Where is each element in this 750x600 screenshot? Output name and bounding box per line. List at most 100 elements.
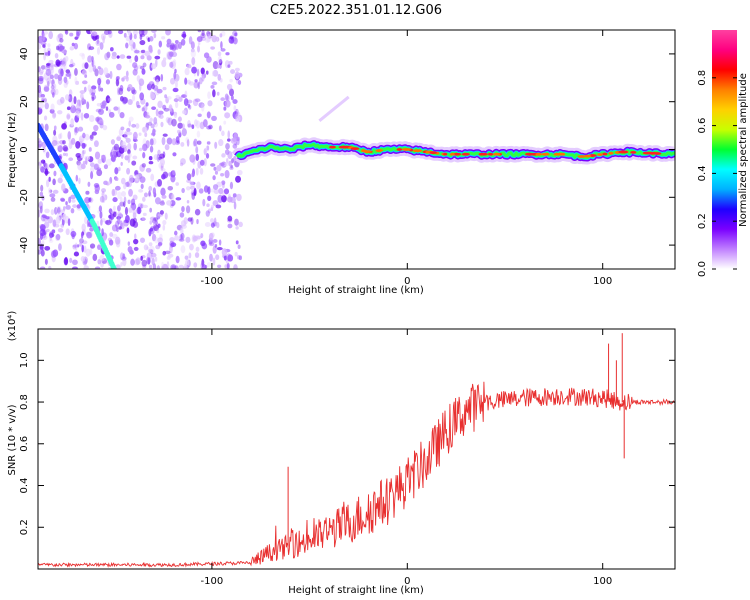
noise-speck: [151, 106, 157, 110]
noise-speck: [76, 31, 80, 39]
noise-speck: [150, 137, 157, 146]
noise-speck: [120, 220, 123, 228]
noise-speck: [93, 163, 99, 171]
noise-speck: [174, 230, 178, 236]
noise-speck: [87, 55, 93, 63]
noise-speck: [153, 154, 159, 161]
noise-speck: [196, 219, 199, 225]
noise-speck: [81, 69, 87, 76]
noise-speck: [194, 252, 200, 258]
noise-speck: [91, 60, 95, 68]
noise-speck: [186, 64, 192, 69]
noise-speck: [174, 43, 180, 50]
noise-speck: [124, 206, 129, 216]
noise-speck: [150, 249, 154, 254]
noise-speck: [210, 46, 215, 50]
noise-speck: [38, 140, 43, 148]
noise-speck: [151, 233, 157, 242]
noise-speck: [115, 78, 120, 87]
noise-speck: [212, 89, 216, 98]
noise-speck: [107, 181, 111, 186]
noise-speck: [221, 153, 226, 158]
noise-speck: [187, 123, 192, 128]
noise-speck: [96, 34, 100, 40]
noise-speck: [219, 162, 225, 167]
noise-speck: [211, 35, 218, 43]
noise-speck: [38, 66, 41, 73]
noise-speck: [74, 68, 78, 76]
noise-speck: [201, 264, 207, 269]
noise-speck: [193, 188, 197, 197]
noise-speck: [190, 48, 195, 53]
noise-speck: [69, 46, 75, 51]
noise-speck: [117, 216, 121, 225]
noise-speck: [187, 103, 191, 108]
x-tick-label: -100: [201, 276, 224, 287]
noise-speck: [41, 195, 45, 201]
noise-speck: [186, 186, 191, 191]
y-tick-label: 0.6: [19, 436, 30, 452]
noise-speck: [210, 163, 216, 167]
noise-speck: [94, 151, 101, 160]
ridge-peak: [362, 149, 368, 153]
noise-speck: [152, 263, 157, 269]
noise-speck: [53, 112, 56, 118]
noise-speck: [142, 62, 147, 68]
noise-speck: [47, 50, 51, 56]
noise-speck: [133, 131, 138, 140]
noise-speck: [191, 124, 195, 130]
noise-speck: [99, 211, 103, 219]
noise-speck: [208, 124, 213, 130]
noise-speck: [197, 41, 201, 46]
noise-speck: [211, 81, 218, 86]
noise-speck: [136, 75, 141, 82]
noise-speck: [175, 182, 180, 186]
noise-speck: [157, 223, 161, 229]
noise-speck: [133, 30, 138, 36]
noise-speck: [167, 185, 174, 191]
noise-speck: [81, 142, 86, 149]
noise-speck: [203, 52, 210, 59]
noise-speck: [61, 49, 68, 54]
noise-speck: [153, 32, 157, 39]
ridge-peak: [461, 152, 470, 156]
noise-speck: [119, 112, 125, 119]
noise-speck: [216, 181, 223, 188]
noise-speck: [232, 99, 238, 104]
noise-speck: [234, 32, 238, 37]
noise-speck: [62, 152, 66, 156]
noise-speck: [145, 102, 149, 107]
noise-speck: [223, 106, 227, 111]
noise-speck: [184, 67, 190, 76]
noise-speck: [75, 110, 80, 117]
noise-speck: [180, 227, 184, 235]
noise-speck: [60, 68, 64, 77]
noise-speck: [149, 145, 154, 153]
noise-speck: [160, 199, 165, 204]
noise-speck: [40, 69, 44, 74]
noise-speck: [181, 128, 187, 137]
ridge-peak: [646, 151, 652, 155]
noise-speck: [40, 159, 46, 164]
noise-speck: [217, 188, 223, 194]
noise-speck: [176, 129, 181, 134]
noise-speck: [223, 162, 229, 167]
noise-speck: [107, 97, 112, 102]
colorbar: 0.0 0.2 0.4 0.6 0.8 Normalized spectral ampl…: [697, 30, 749, 277]
noise-speck: [72, 266, 78, 269]
noise-speck: [48, 231, 54, 239]
noise-speck: [139, 92, 145, 101]
noise-speck: [99, 254, 105, 262]
x-tick-label: -100: [201, 576, 224, 587]
noise-speck: [140, 203, 143, 209]
noise-speck: [63, 76, 68, 84]
noise-speck: [162, 86, 167, 91]
noise-speck: [45, 151, 50, 159]
noise-speck: [49, 62, 54, 68]
noise-speck: [166, 261, 170, 269]
noise-speck: [54, 88, 59, 96]
noise-speck: [161, 36, 166, 40]
noise-speck: [48, 31, 54, 40]
noise-speck: [120, 196, 123, 204]
noise-speck: [103, 67, 109, 76]
